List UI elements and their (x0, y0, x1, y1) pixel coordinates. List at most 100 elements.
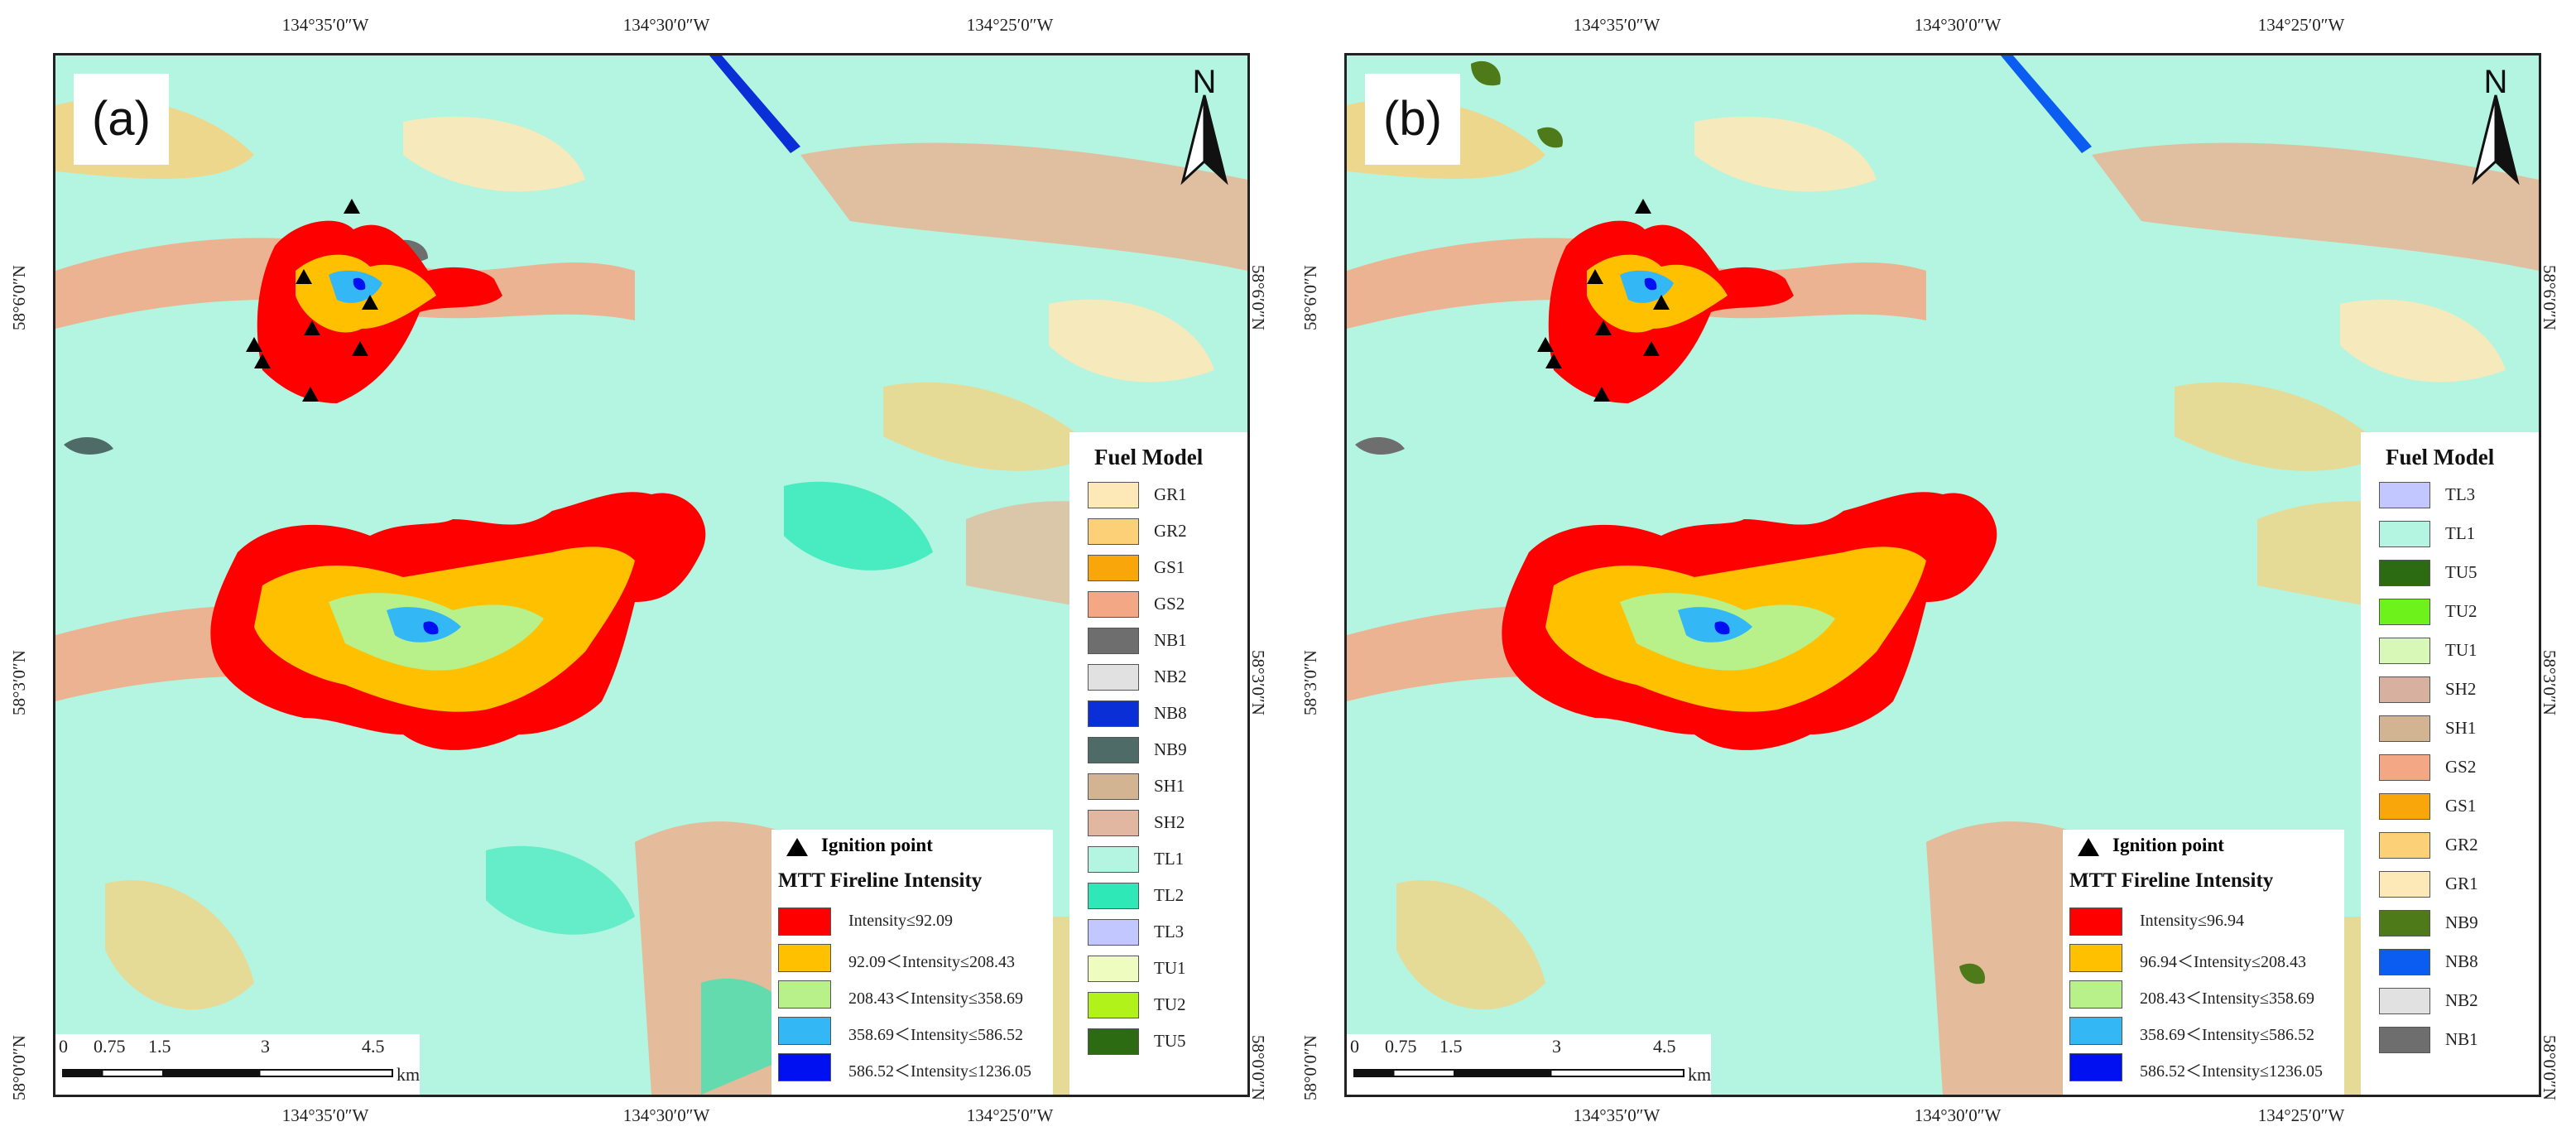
left-latitude-label: 58°6′0″N (8, 265, 29, 330)
bottom-longitude-label: 134°30′0″W (1914, 1105, 2002, 1125)
scale-tick-label: 4.5 (362, 1036, 385, 1057)
legend-label: TL1 (2445, 523, 2476, 543)
legend-label: 96.94＜Intensity≤208.43 (2140, 953, 2306, 971)
ignition-point-marker (304, 320, 320, 335)
fire-intensity-5-north (353, 277, 366, 291)
legend-label: GR1 (1154, 484, 1187, 504)
legend-label: Intensity≤92.09 (848, 912, 953, 930)
legend-label: 208.43＜Intensity≤358.69 (848, 989, 1023, 1008)
right-latitude-label: 58°0′0″N (2539, 1035, 2559, 1100)
legend-swatch (2379, 715, 2430, 742)
scale-bar: 0 0.75 1.5 3 4.5 km (55, 1034, 420, 1095)
scale-tick-label: 0 (1350, 1036, 1359, 1057)
ignition-point-label: Ignition point (2112, 835, 2224, 855)
fire-intensity-5-south (423, 621, 439, 635)
right-latitude-label: 58°6′0″N (1247, 265, 1268, 330)
scale-tick-label: 1.5 (1439, 1036, 1463, 1057)
legend-swatch (2379, 599, 2430, 625)
legend-label: 92.09＜Intensity≤208.43 (848, 953, 1015, 971)
right-latitude-label: 58°0′0″N (1247, 1035, 1268, 1100)
legend-label: 208.43＜Intensity≤358.69 (2140, 989, 2314, 1008)
intensity-legend: Ignition point MTT Fireline Intensity In… (771, 830, 1053, 1095)
legend-swatch (1088, 737, 1139, 763)
legend-swatch (2379, 1027, 2430, 1053)
legend-label: TU5 (2445, 562, 2477, 582)
legend-swatch (2069, 908, 2122, 936)
left-latitude-label: 58°6′0″N (1300, 265, 1320, 330)
legend-swatch (2379, 832, 2430, 859)
legend-label: TL3 (2445, 484, 2476, 504)
ignition-point-label: Ignition point (821, 835, 933, 855)
north-arrow-letter: N (2483, 64, 2508, 100)
map-frame-a: (a) N Fuel Model GR1 GR2 GS1 GS2 NB1 NB2… (53, 53, 1250, 1097)
legend-label: SH1 (1154, 776, 1185, 796)
legend-label: NB9 (1154, 739, 1187, 759)
ignition-point-marker (246, 337, 262, 352)
top-longitude-label: 134°25′0″W (966, 15, 1054, 35)
legend-label: TU5 (1154, 1031, 1186, 1051)
legend-swatch (1088, 810, 1139, 836)
legend-label: SH1 (2445, 718, 2477, 738)
scale-tick-label: 4.5 (1653, 1036, 1676, 1057)
gr1-patch (2340, 299, 2506, 383)
legend-label: GS1 (1154, 557, 1185, 577)
panel-label: (b) (1365, 74, 1460, 165)
legend-label: 586.52＜Intensity≤1236.05 (848, 1062, 1031, 1081)
gr2-patch (1396, 880, 1545, 1010)
legend-label: TU1 (1154, 958, 1186, 978)
legend-label: 358.69＜Intensity≤586.52 (2140, 1026, 2314, 1044)
legend-swatch (1088, 700, 1139, 727)
legend-label: Intensity≤96.94 (2140, 912, 2244, 930)
gr1-patch (1694, 116, 1877, 192)
nb8-river (709, 55, 800, 153)
fuel-legend-title: Fuel Model (2386, 445, 2495, 469)
legend-label: GS2 (1154, 594, 1185, 614)
bottom-longitude-label: 134°25′0″W (966, 1105, 1054, 1125)
legend-label: TU2 (2445, 601, 2477, 621)
legend-swatch (2069, 1053, 2122, 1081)
legend-label: NB1 (1154, 630, 1187, 650)
ignition-point-marker (296, 269, 312, 284)
ignition-point-icon (786, 838, 808, 856)
legend-swatch (2379, 482, 2430, 508)
map-frame-b: (b) N Fuel Model TL3 TL1 TU5 TU2 TU1 SH2… (1344, 53, 2541, 1097)
legend-label: TU1 (2445, 640, 2477, 660)
legend-label: NB2 (1154, 667, 1187, 686)
ignition-point-marker (362, 295, 378, 310)
legend-swatch (2379, 521, 2430, 547)
top-longitude-label: 134°35′0″W (1573, 15, 1660, 35)
scale-unit: km (1688, 1064, 1712, 1085)
legend-swatch (778, 1017, 831, 1045)
nb9-patch (1959, 963, 1985, 985)
legend-label: GS1 (2445, 796, 2477, 816)
gr2-patch (2175, 382, 2390, 471)
top-longitude-label: 134°25′0″W (2257, 15, 2345, 35)
ignition-point-marker (254, 354, 271, 368)
nb9-patch (64, 436, 113, 455)
intensity-legend-title: MTT Fireline Intensity (778, 869, 983, 892)
legend-swatch (778, 980, 831, 1009)
legend-label: GR2 (1154, 521, 1187, 541)
left-latitude-label: 58°0′0″N (8, 1035, 29, 1100)
ignition-point-marker (302, 387, 319, 402)
legend-swatch (1088, 555, 1139, 581)
north-arrow-letter: N (1192, 64, 1217, 100)
legend-swatch (1088, 919, 1139, 946)
legend-swatch (1088, 846, 1139, 873)
fuel-legend-title: Fuel Model (1094, 445, 1204, 469)
legend-swatch (1088, 518, 1139, 545)
ignition-point-marker (1593, 387, 1610, 402)
legend-label: NB8 (2445, 951, 2478, 971)
scale-bar-line (1353, 1069, 1684, 1077)
legend-swatch (1088, 773, 1139, 800)
bottom-longitude-label: 134°35′0″W (1573, 1105, 1660, 1125)
legend-swatch (2379, 560, 2430, 586)
legend-swatch (1088, 883, 1139, 909)
bottom-longitude-label: 134°35′0″W (281, 1105, 369, 1125)
ignition-point-marker (1545, 354, 1562, 368)
legend-swatch (1088, 591, 1139, 618)
left-latitude-label: 58°3′0″N (1300, 650, 1320, 715)
ignition-point-marker (1537, 337, 1554, 352)
legend-swatch (2379, 949, 2430, 975)
legend-label: GR2 (2445, 835, 2478, 855)
